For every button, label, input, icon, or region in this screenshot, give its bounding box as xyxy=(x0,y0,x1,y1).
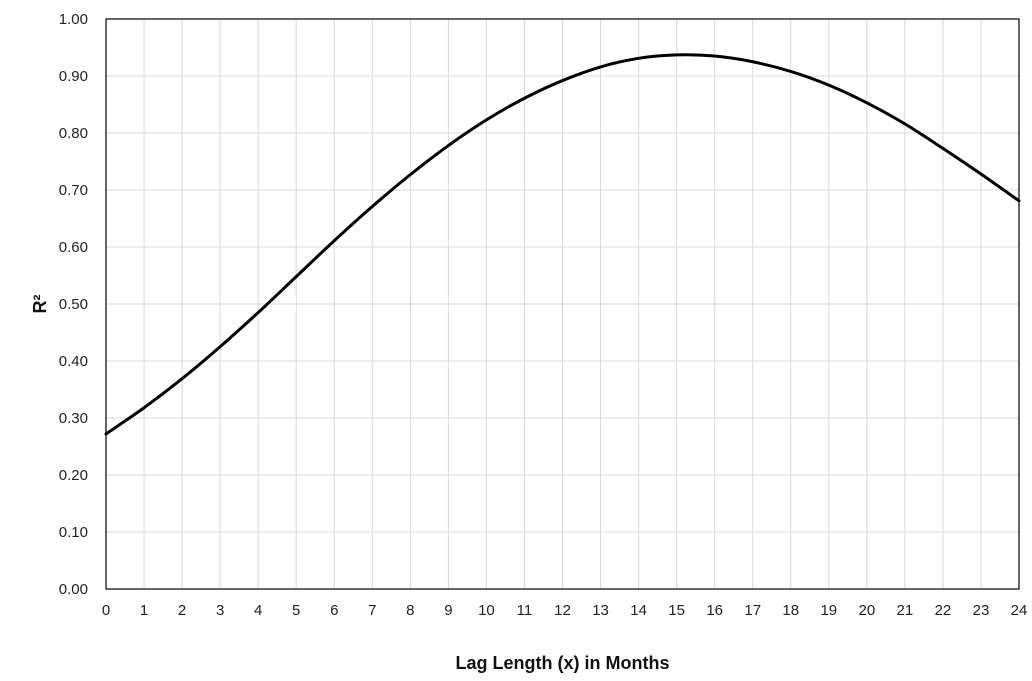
x-tick-label: 15 xyxy=(668,602,685,619)
x-axis-ticks: 0 1 2 3 4 5 6 7 8 9 10 11 12 13 14 15 16 17 18 19 20 21 22 23 24 xyxy=(102,602,1028,619)
y-tick-label: 0.80 xyxy=(59,125,88,142)
y-tick-label: 0.30 xyxy=(59,410,88,427)
x-tick-label: 10 xyxy=(478,602,495,619)
grid xyxy=(106,19,1019,589)
y-tick-label: 0.10 xyxy=(59,524,88,541)
y-axis-ticks: 0.00 0.10 0.20 0.30 0.40 0.50 0.60 0.70 0.80 0.90… xyxy=(59,11,88,598)
x-tick-label: 9 xyxy=(444,602,452,619)
x-tick-label: 20 xyxy=(858,602,875,619)
x-tick-label: 7 xyxy=(368,602,376,619)
x-tick-label: 19 xyxy=(820,602,837,619)
x-tick-label: 18 xyxy=(782,602,799,619)
y-tick-label: 0.60 xyxy=(59,239,88,256)
x-tick-label: 21 xyxy=(897,602,914,619)
x-tick-label: 24 xyxy=(1011,602,1028,619)
x-axis-title: Lag Length (x) in Months xyxy=(456,653,670,673)
x-tick-label: 6 xyxy=(330,602,338,619)
x-tick-label: 13 xyxy=(592,602,609,619)
x-tick-label: 1 xyxy=(140,602,148,619)
x-tick-label: 0 xyxy=(102,602,110,619)
x-tick-label: 3 xyxy=(216,602,224,619)
x-tick-label: 14 xyxy=(630,602,647,619)
y-tick-label: 0.50 xyxy=(59,296,88,313)
x-tick-label: 4 xyxy=(254,602,262,619)
y-tick-label: 0.40 xyxy=(59,353,88,370)
x-tick-label: 22 xyxy=(935,602,952,619)
x-tick-label: 2 xyxy=(178,602,186,619)
x-tick-label: 16 xyxy=(706,602,723,619)
x-tick-label: 8 xyxy=(406,602,414,619)
y-axis-title: R² xyxy=(30,295,50,314)
x-tick-label: 11 xyxy=(517,602,533,619)
x-tick-label: 23 xyxy=(973,602,990,619)
y-tick-label: 0.00 xyxy=(59,581,88,598)
y-tick-label: 1.00 xyxy=(59,11,88,28)
y-tick-label: 0.70 xyxy=(59,182,88,199)
x-tick-label: 12 xyxy=(554,602,571,619)
y-tick-label: 0.90 xyxy=(59,68,88,85)
y-tick-label: 0.20 xyxy=(59,467,88,484)
x-tick-label: 17 xyxy=(744,602,761,619)
x-tick-label: 5 xyxy=(292,602,300,619)
